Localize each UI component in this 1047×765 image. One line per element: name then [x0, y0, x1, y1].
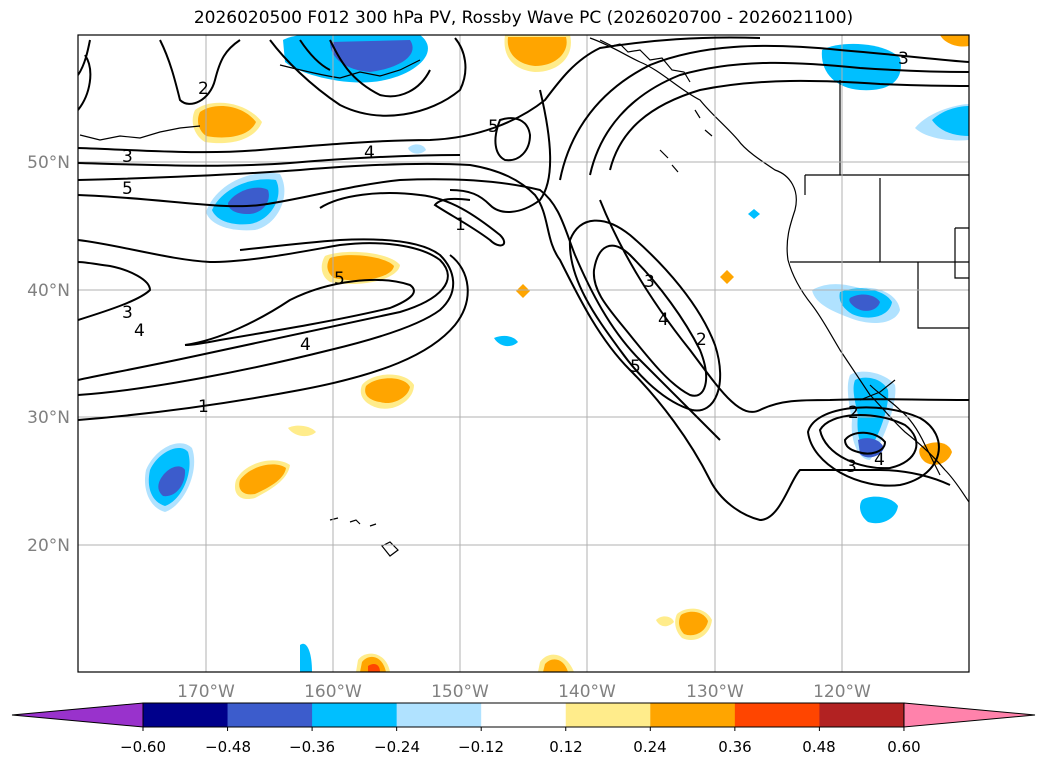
colorbar-tick-label: −0.36 [289, 738, 335, 756]
colorbar-tick-label: 0.48 [802, 738, 835, 756]
colorbar-tick-label: 0.24 [633, 738, 666, 756]
colorbar-box [481, 703, 567, 727]
colorbar-tick-label: −0.60 [120, 738, 166, 756]
colorbar-box [565, 703, 651, 727]
graticule [78, 35, 969, 672]
longitude-labels: 170°W 160°W 150°W 140°W 130°W 120°W [177, 682, 871, 700]
contour-label: 4 [658, 310, 669, 330]
contour-label: 3 [122, 147, 133, 167]
colorbar-extend-max [903, 702, 1036, 728]
contour-label: 5 [630, 357, 641, 377]
contour-label: 2 [696, 330, 707, 350]
pv-contours [78, 36, 969, 522]
coastlines [79, 37, 969, 557]
colorbar-box [312, 703, 398, 727]
colorbar-boxes [11, 702, 1036, 731]
lon-label: 150°W [431, 682, 489, 700]
colorbar-tick-label: 0.60 [887, 738, 920, 756]
contour-label: 4 [300, 335, 311, 355]
contour-label: 3 [644, 272, 655, 292]
contour-label: 1 [198, 397, 209, 417]
colorbar-tick-label: −0.24 [374, 738, 420, 756]
colorbar-tick-label: −0.12 [458, 738, 504, 756]
lon-label: 130°W [686, 682, 744, 700]
lat-label: 50°N [27, 153, 70, 173]
contour-label: 5 [488, 117, 499, 137]
contour-label: 1 [455, 215, 466, 235]
contour-label: 2 [198, 79, 209, 99]
contour-label: 4 [874, 450, 885, 470]
colorbar-box [396, 703, 482, 727]
colorbar-box [819, 703, 905, 727]
lon-label: 140°W [558, 682, 616, 700]
map-panel: 2 3 5 4 5 1 5 3 4 4 1 3 4 2 5 2 3 4 3 50… [27, 34, 970, 700]
lat-label: 30°N [27, 408, 70, 428]
contour-label: 5 [122, 179, 133, 199]
contour-label: 4 [134, 321, 145, 341]
lat-label: 40°N [27, 281, 70, 301]
contour-labels: 2 3 5 4 5 1 5 3 4 4 1 3 4 2 5 2 3 4 3 [122, 49, 909, 477]
colorbar-box [143, 703, 229, 727]
contour-label: 4 [364, 143, 375, 163]
chart-title: 2026020500 F012 300 hPa PV, Rossby Wave … [193, 8, 854, 28]
colorbar-tick-label: −0.48 [205, 738, 251, 756]
contour-label: 3 [846, 457, 857, 477]
contour-label: 2 [848, 403, 859, 423]
lat-label: 20°N [27, 536, 70, 556]
map-frame [77, 34, 970, 673]
lon-label: 170°W [177, 682, 235, 700]
colorbar-tick-label: 0.12 [549, 738, 582, 756]
colorbar-box [650, 703, 736, 727]
colorbar-tick-label: 0.36 [718, 738, 751, 756]
lon-label: 160°W [304, 682, 362, 700]
latitude-labels: 50°N 40°N 30°N 20°N [27, 153, 70, 556]
colorbar-extend-min [11, 702, 144, 728]
contour-label: 3 [122, 303, 133, 323]
lon-label: 120°W [813, 682, 871, 700]
negative-anomaly-shading [144, 35, 969, 672]
colorbar-frame [142, 702, 905, 728]
colorbar-ticks: −0.60 −0.48 −0.36 −0.24 −0.12 0.12 0.24 … [120, 738, 921, 756]
positive-anomaly-shading [192, 35, 969, 672]
contour-label: 5 [334, 269, 345, 289]
colorbar-box [734, 703, 820, 727]
colorbar-box [227, 703, 313, 727]
contour-label: 3 [898, 49, 909, 69]
